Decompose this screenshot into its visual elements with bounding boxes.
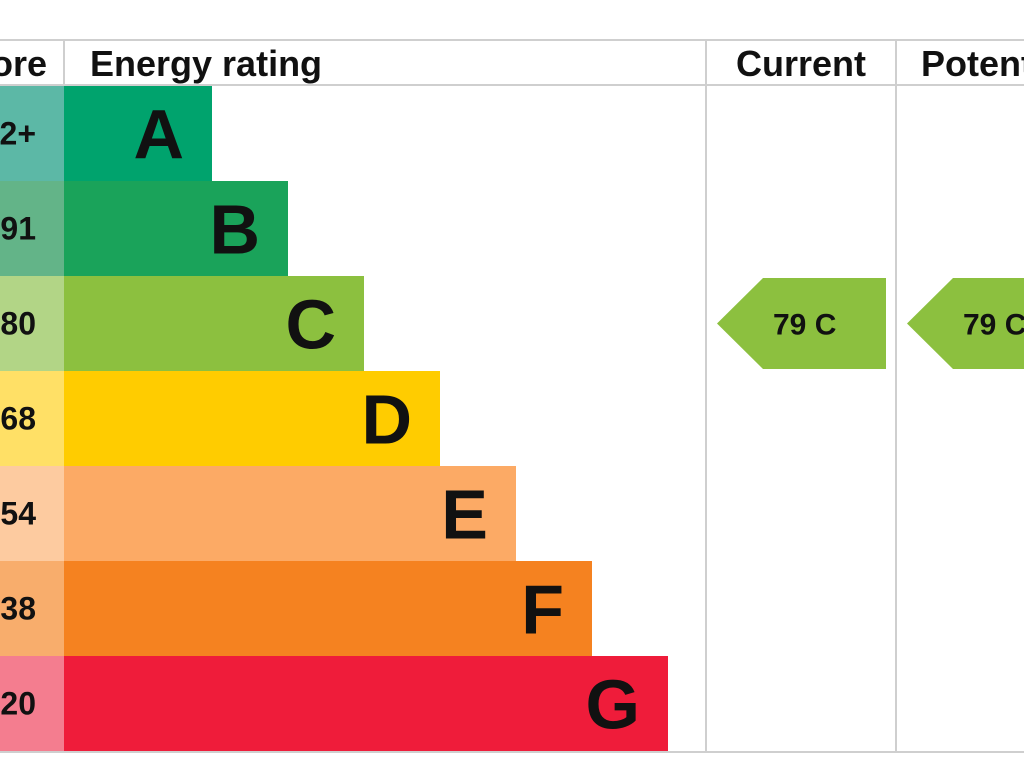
band-letter-a: A — [133, 96, 184, 174]
score-cell-a — [0, 86, 64, 181]
score-range-c: 69-80 — [0, 306, 36, 342]
band-bar-f — [64, 561, 592, 656]
header-score: Score — [0, 43, 47, 84]
score-range-a: 92+ — [0, 116, 36, 152]
score-range-g: 1-20 — [0, 686, 36, 722]
score-range-b: 81-91 — [0, 211, 36, 247]
band-bar-a — [64, 86, 212, 181]
header-current: Current — [736, 43, 866, 84]
band-bar-e — [64, 466, 516, 561]
score-range-d: 55-68 — [0, 401, 36, 437]
score-cell-b — [0, 181, 64, 276]
band-letter-e: E — [441, 476, 488, 554]
current-rating-arrow — [717, 278, 886, 369]
score-cell-e — [0, 466, 64, 561]
band-bar-g — [64, 656, 668, 751]
rating-bands: 92+ A 81-91 B 69-80 C 55-68 D 39-54 E 21-38 F 1-20 G — [0, 86, 668, 751]
column-headers: Score Energy rating Current Potential — [0, 43, 1024, 84]
band-bar-c — [64, 276, 364, 371]
current-rating-label: 79 C — [773, 309, 836, 342]
score-cell-d — [0, 371, 64, 466]
band-letter-b: B — [209, 191, 260, 269]
band-letter-c: C — [285, 286, 336, 364]
potential-rating-arrow — [907, 278, 1024, 369]
band-letter-f: F — [521, 571, 564, 649]
band-letter-g: G — [586, 666, 640, 744]
header-potential: Potential — [921, 43, 1024, 84]
header-energy-rating: Energy rating — [90, 43, 322, 84]
band-bar-b — [64, 181, 288, 276]
score-cell-g — [0, 656, 64, 751]
score-cell-c — [0, 276, 64, 371]
band-letter-d: D — [361, 381, 412, 459]
score-range-f: 21-38 — [0, 591, 36, 627]
potential-rating-label: 79 C — [963, 309, 1024, 342]
score-cell-f — [0, 561, 64, 656]
rating-arrows: 79 C 79 C — [717, 278, 1024, 369]
band-bar-d — [64, 371, 440, 466]
score-range-e: 39-54 — [0, 496, 36, 532]
